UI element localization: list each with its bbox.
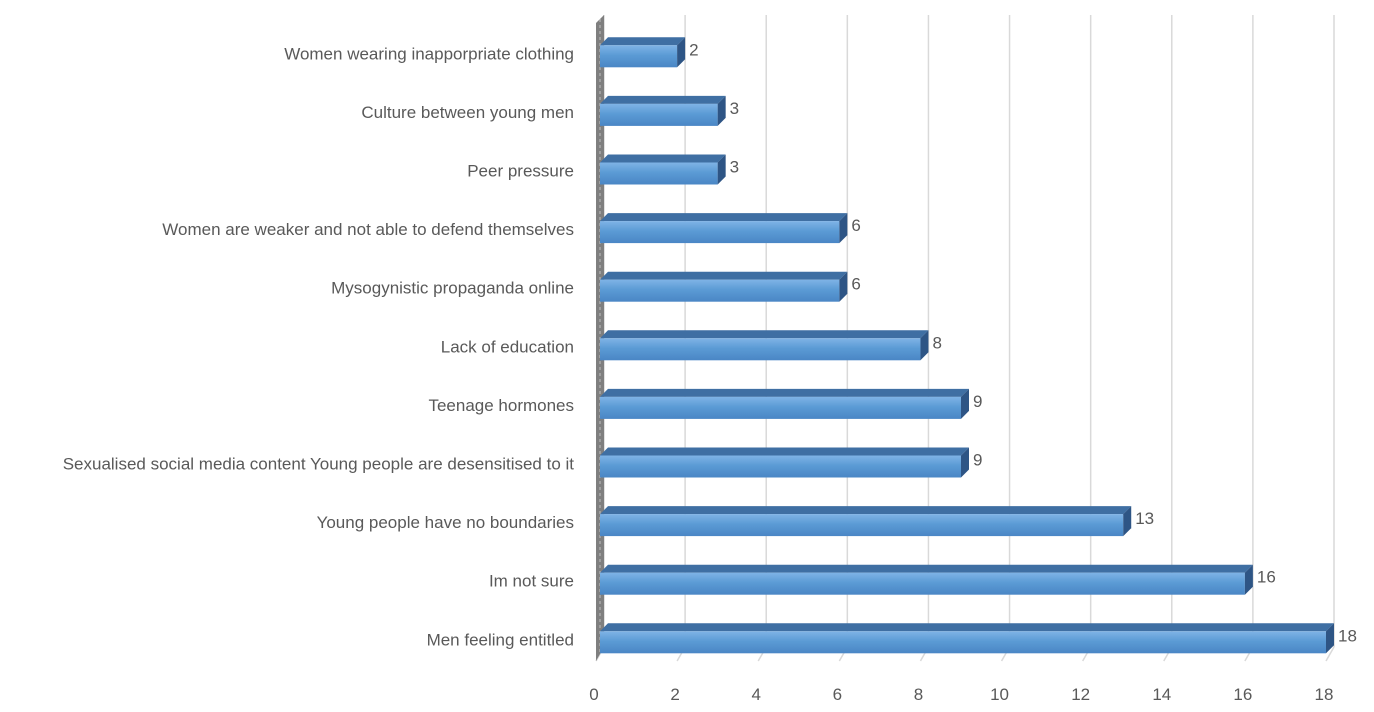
- bar-side: [717, 154, 726, 185]
- x-tick-label: 14: [1152, 685, 1171, 704]
- bar-side: [961, 388, 969, 419]
- x-tick-label: 16: [1233, 685, 1252, 704]
- bar: [600, 103, 718, 126]
- bars: [600, 37, 1334, 654]
- category-label: Peer pressure: [467, 162, 574, 181]
- x-tick-label: 12: [1071, 685, 1090, 704]
- bar-top: [600, 506, 1132, 515]
- bar: [600, 514, 1124, 537]
- data-label: 3: [730, 158, 739, 177]
- x-tick-label: 0: [589, 685, 598, 704]
- bar-side: [839, 271, 848, 302]
- bar-top: [600, 623, 1334, 632]
- bar-top: [600, 37, 686, 46]
- bar-side: [1326, 623, 1334, 654]
- category-label: Im not sure: [489, 572, 574, 591]
- data-label: 9: [973, 451, 982, 470]
- category-label: Men feeling entitled: [427, 630, 574, 649]
- labels: 0 2 4 6 8 10 12 14 16 18 Men feeling entitled 18 Im …: [63, 40, 1357, 704]
- bar-top: [600, 388, 969, 397]
- bar-top: [600, 564, 1253, 573]
- category-label: Teenage hormones: [428, 396, 574, 415]
- bar: [600, 631, 1326, 654]
- bar-top: [600, 213, 848, 222]
- bar-top: [600, 330, 929, 339]
- category-label: Lack of education: [441, 337, 574, 356]
- category-label: Young people have no boundaries: [317, 513, 574, 532]
- bar-side: [961, 447, 969, 478]
- category-label: Sexualised social media content Young pe…: [63, 455, 575, 474]
- bar: [600, 396, 961, 419]
- x-tick-label: 4: [751, 685, 760, 704]
- data-label: 13: [1135, 509, 1154, 528]
- data-label: 2: [689, 40, 698, 59]
- data-label: 8: [932, 333, 941, 352]
- bar: [600, 45, 678, 68]
- bar: [600, 572, 1245, 595]
- data-label: 18: [1338, 626, 1357, 645]
- data-label: 6: [851, 216, 860, 235]
- category-label: Mysogynistic propaganda online: [331, 279, 574, 298]
- category-label: Culture between young men: [361, 103, 574, 122]
- data-label: 9: [973, 392, 982, 411]
- x-tick-label: 6: [833, 685, 842, 704]
- gridline-floor: [1325, 646, 1335, 662]
- data-label: 16: [1257, 568, 1276, 587]
- category-label: Women wearing inapporpriate clothing: [284, 44, 574, 63]
- x-tick-label: 18: [1315, 685, 1334, 704]
- bar-side: [717, 95, 726, 126]
- bar-top: [600, 95, 726, 104]
- bar: [600, 338, 921, 361]
- category-label: Women are weaker and not able to defend …: [162, 220, 574, 239]
- bar: [600, 455, 961, 478]
- bar-side: [1123, 506, 1132, 537]
- x-tick-label: 8: [914, 685, 923, 704]
- x-tick-label: 2: [670, 685, 679, 704]
- bar-side: [920, 330, 929, 361]
- bar-side: [839, 213, 848, 244]
- x-tick-label: 10: [990, 685, 1009, 704]
- data-label: 6: [851, 275, 860, 294]
- bar-side: [1244, 564, 1253, 595]
- bar: [600, 162, 718, 185]
- bar-top: [600, 154, 726, 163]
- data-label: 3: [730, 99, 739, 118]
- bar-top: [600, 271, 848, 280]
- bar: [600, 221, 840, 244]
- bar-top: [600, 447, 969, 456]
- bar-side: [677, 37, 686, 68]
- bar: [600, 279, 840, 302]
